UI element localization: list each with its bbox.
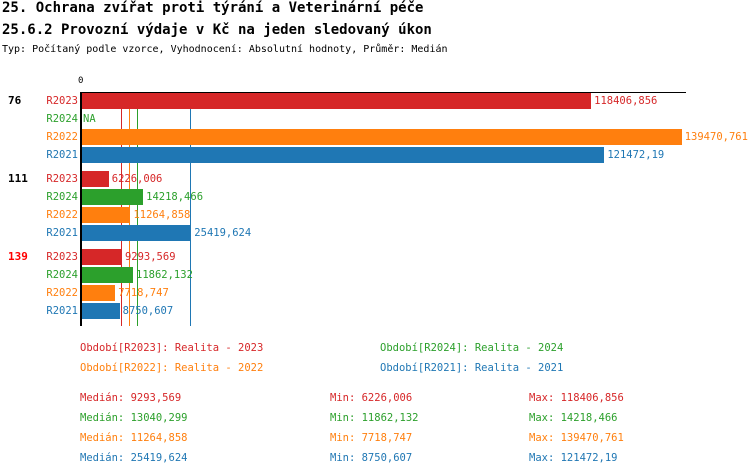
group-label: 111	[8, 172, 28, 185]
bar	[82, 225, 192, 241]
value-label: 11264,858	[133, 209, 191, 221]
value-label: 121472,19	[607, 149, 665, 161]
stat-max: Max: 14218,466	[529, 412, 618, 424]
legend-item: Období[R2023]: Realita - 2023	[80, 342, 264, 354]
series-label: R2023	[46, 95, 78, 107]
stat-min: Min: 7718,747	[330, 432, 413, 444]
legend-item: Období[R2024]: Realita - 2024	[380, 342, 564, 354]
bar	[82, 285, 116, 301]
stat-min: Min: 11862,132	[330, 412, 419, 424]
chart-info: Typ: Počítaný podle vzorce, Vyhodnocení:…	[2, 44, 448, 55]
stat-min: Min: 8750,607	[330, 452, 413, 464]
y-axis	[80, 92, 82, 326]
bar	[82, 249, 122, 265]
series-label: R2024	[46, 113, 78, 125]
series-label: R2021	[46, 149, 78, 161]
bar	[82, 171, 109, 187]
series-label: R2024	[46, 269, 78, 281]
stat-max: Max: 139470,761	[529, 432, 624, 444]
group-label: 76	[8, 94, 22, 107]
legend-item: Období[R2022]: Realita - 2022	[80, 362, 264, 374]
bar	[82, 189, 144, 205]
value-label: 14218,466	[146, 191, 204, 203]
legend-item: Období[R2021]: Realita - 2021	[380, 362, 564, 374]
value-label: 9293,569	[124, 251, 176, 263]
bar	[82, 147, 605, 163]
series-label: R2022	[46, 131, 78, 143]
value-label: 11862,132	[136, 269, 193, 281]
group-label: 139	[8, 250, 28, 263]
median-line	[190, 92, 192, 326]
stat-max: Max: 118406,856	[529, 392, 624, 404]
series-label: R2022	[46, 209, 78, 221]
x-tick-label: 0	[78, 76, 84, 86]
bar	[82, 207, 131, 223]
bar-chart: 0 76 R2023 118406,856 R2024 NA R2022 139470,761…	[8, 76, 748, 326]
value-label: NA	[83, 113, 96, 125]
stat-max: Max: 121472,19	[529, 452, 618, 464]
series-label: R2023	[46, 173, 78, 185]
value-label: 139470,761	[684, 131, 748, 143]
series-label: R2021	[46, 305, 78, 317]
value-label: 7718,747	[118, 287, 169, 299]
value-label: 25419,624	[194, 227, 252, 239]
stat-median: Medián: 25419,624	[80, 452, 188, 464]
value-label: 8750,607	[122, 305, 174, 317]
page-subtitle: 25.6.2 Provozní výdaje v Kč na jeden sle…	[2, 22, 432, 38]
page-title: 25. Ochrana zvířat proti týrání a Veteri…	[2, 0, 424, 16]
series-label: R2022	[46, 287, 78, 299]
stat-median: Medián: 11264,858	[80, 432, 188, 444]
series-label: R2024	[46, 191, 78, 203]
median-line	[137, 92, 139, 326]
series-label: R2023	[46, 251, 78, 263]
bar	[82, 303, 120, 319]
bar	[82, 93, 592, 109]
series-label: R2021	[46, 227, 78, 239]
stat-min: Min: 6226,006	[330, 392, 413, 404]
value-label: 118406,856	[594, 95, 658, 107]
value-label: 6226,006	[111, 173, 163, 185]
stat-median: Medián: 13040,299	[80, 412, 188, 424]
bar	[82, 129, 682, 145]
stat-median: Medián: 9293,569	[80, 392, 182, 404]
x-axis	[81, 92, 686, 93]
bar	[82, 267, 133, 283]
